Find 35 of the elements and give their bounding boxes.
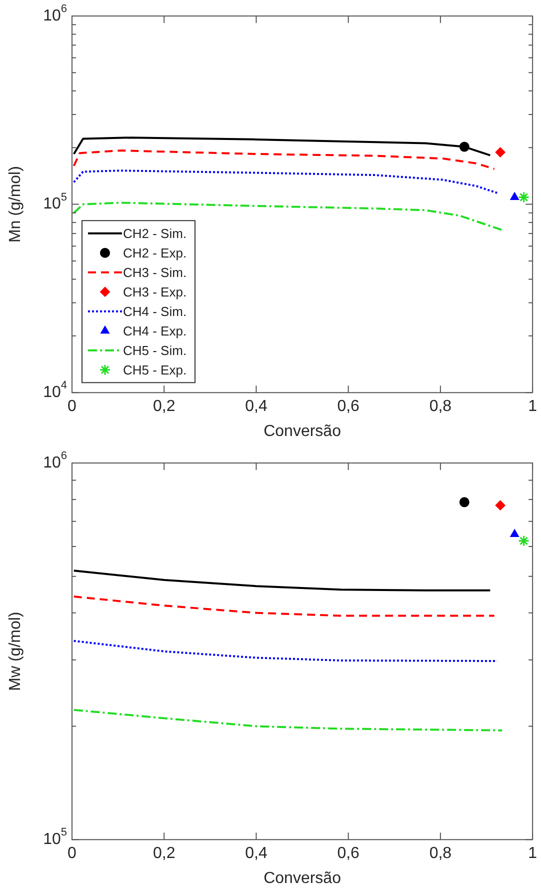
point (518, 535, 530, 547)
legend-label: CH3 - Exp. (123, 284, 187, 300)
x-tick-label: 0,6 (337, 845, 360, 862)
legend-label: CH3 - Sim. (123, 264, 187, 280)
x-tick-label: 0,8 (429, 845, 452, 862)
point (510, 529, 519, 537)
x-tick-label: 0,2 (152, 398, 176, 416)
x-axis-title: Conversão (264, 422, 342, 440)
line-series (72, 708, 504, 732)
x-tick-label: 1 (528, 845, 538, 862)
line-series (72, 170, 498, 194)
x-tick-label: 0,6 (337, 398, 360, 416)
x-tick-label: 1 (528, 398, 538, 416)
x-tick-label: 0,4 (245, 398, 268, 416)
point (495, 147, 506, 158)
legend-label: CH4 - Sim. (123, 304, 187, 319)
legend-label: CH5 - Exp. (123, 362, 187, 378)
line-series (72, 596, 496, 617)
x-tick-label: 0 (68, 398, 77, 416)
x-tick-label: 0,8 (429, 398, 452, 416)
legend-label: CH4 - Exp. (123, 323, 187, 338)
y-axis-title: Mn (g/mol) (7, 166, 24, 243)
legend-label: CH2 - Exp. (123, 245, 187, 260)
x-tick-label: 0,2 (152, 845, 176, 862)
x-tick-label: 0 (68, 845, 77, 862)
line-series (72, 150, 496, 170)
x-axis-title: Conversão (264, 870, 342, 887)
point (510, 192, 519, 200)
point (459, 497, 470, 508)
legend-label: CH5 - Sim. (123, 342, 187, 358)
point (495, 500, 506, 510)
x-tick-label: 0,4 (245, 845, 268, 862)
y-axis-title: Mw (g/mol) (7, 612, 24, 691)
legend-label: CH2 - Sim. (123, 226, 187, 241)
point (518, 192, 530, 204)
